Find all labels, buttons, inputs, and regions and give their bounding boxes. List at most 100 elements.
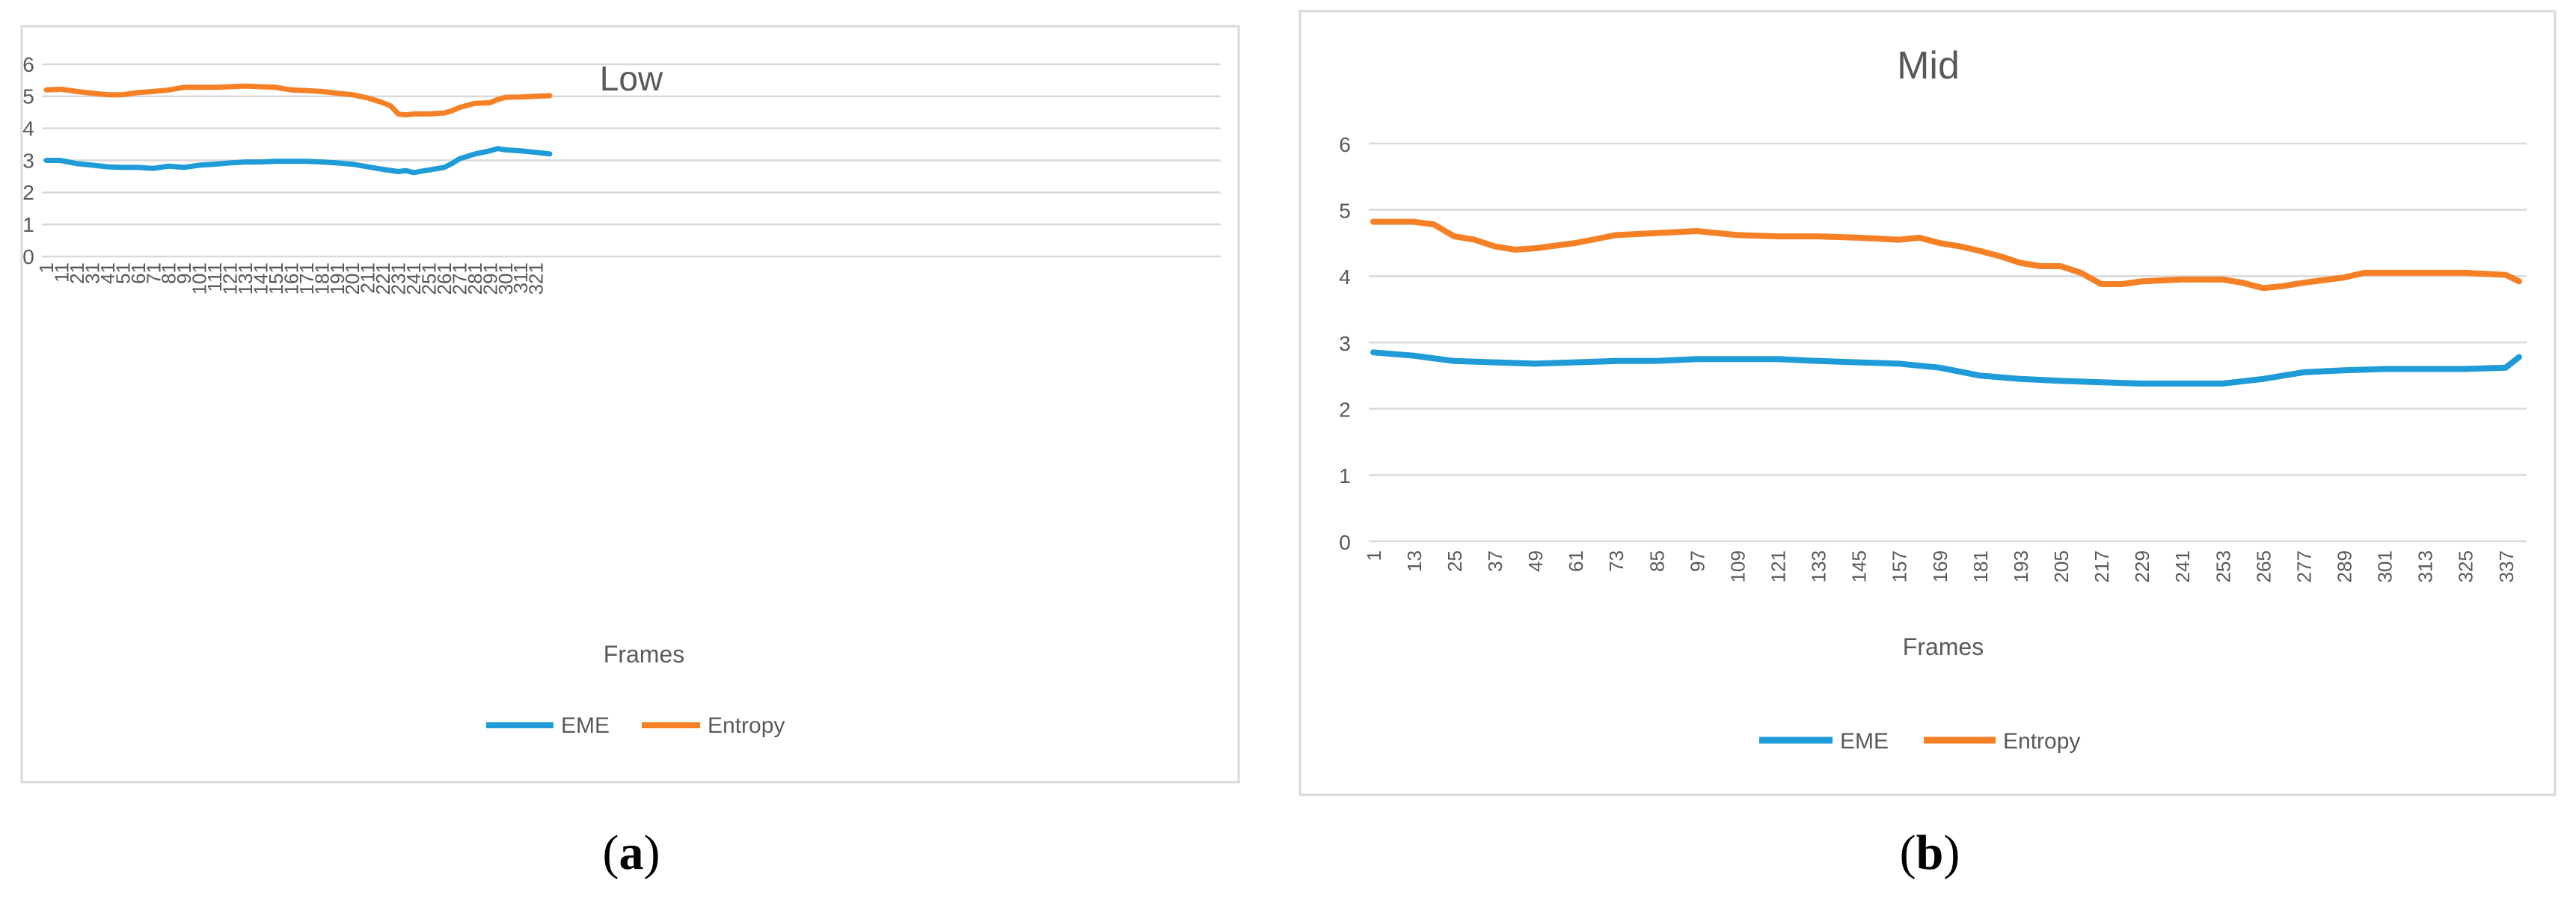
x-tick-label: 121	[219, 262, 242, 295]
y-tick-labels: 0 1 2 3 4 5 6	[22, 53, 34, 268]
y-tick-label: 2	[22, 181, 34, 204]
legend-label-eme: EME	[1840, 729, 1889, 754]
x-tick-label: 1	[1363, 550, 1385, 561]
series-group	[43, 83, 553, 176]
legend: EME Entropy	[486, 713, 785, 738]
x-axis-label: Frames	[604, 641, 684, 668]
x-tick-label: 253	[2212, 550, 2234, 582]
y-tick-label: 6	[22, 53, 34, 76]
y-tick-label: 5	[1339, 200, 1351, 223]
x-tick-label: 81	[158, 262, 180, 284]
x-tick-label: 265	[2252, 550, 2275, 582]
x-tick-label: 1	[35, 262, 58, 273]
series-group	[1370, 218, 2522, 387]
x-tick-label: 31	[81, 262, 103, 284]
x-tick-label: 157	[1889, 550, 1911, 582]
chart-title: Mid	[1897, 44, 1960, 87]
x-tick-label: 193	[2010, 550, 2032, 582]
x-tick-label: 277	[2293, 550, 2315, 582]
caption-letter: a	[619, 825, 644, 880]
x-tick-label: 13	[1403, 550, 1426, 572]
caption-a: (a)	[603, 825, 660, 880]
x-tick-label: 85	[1646, 550, 1668, 572]
y-tick-label: 1	[1339, 464, 1351, 488]
legend: EME Entropy	[1759, 729, 2080, 754]
x-tick-label: 171	[295, 262, 318, 295]
x-tick-label: 151	[265, 262, 287, 295]
y-tick-label: 3	[22, 149, 34, 172]
x-tick-label: 205	[2050, 550, 2073, 582]
x-axis-label: Frames	[1903, 633, 1984, 660]
series-line-entropy	[1370, 218, 2522, 292]
x-tick-label: 131	[234, 262, 257, 295]
caption-b: (b)	[1900, 825, 1960, 880]
x-tick-label: 261	[433, 262, 456, 295]
series-line-entropy	[43, 83, 553, 118]
x-tick-labels: 1 13 25 37 49 61 73 85 97 109 121 133 145 157 169 181 19…	[1363, 550, 2518, 582]
x-tick-label: 191	[326, 262, 349, 295]
x-tick-label: 289	[2333, 550, 2355, 582]
series-line-eme	[1370, 349, 2522, 387]
x-tick-label: 51	[111, 262, 134, 284]
x-tick-labels: 1112131415161718191101111121131141151161…	[35, 262, 548, 295]
x-tick-label: 241	[2171, 550, 2194, 582]
x-tick-label: 141	[249, 262, 272, 295]
y-tick-label: 3	[1339, 332, 1351, 355]
x-tick-label: 169	[1929, 550, 1951, 582]
chart-title: Low	[600, 59, 663, 98]
x-tick-label: 229	[2131, 550, 2153, 582]
x-tick-label: 41	[96, 262, 119, 284]
y-tick-labels: 0 1 2 3 4 5 6	[1339, 133, 1351, 554]
x-tick-label: 21	[66, 262, 88, 284]
y-tick-label: 4	[22, 117, 34, 140]
x-tick-label: 121	[1767, 550, 1790, 582]
x-tick-label: 281	[464, 262, 486, 295]
y-tick-label: 2	[1339, 399, 1351, 422]
x-tick-label: 111	[203, 262, 226, 292]
x-tick-label: 49	[1524, 550, 1547, 572]
caption-open: (	[603, 825, 619, 880]
x-tick-label: 71	[142, 262, 165, 284]
x-tick-label: 313	[2414, 550, 2437, 582]
x-tick-label: 241	[402, 262, 425, 295]
x-tick-label: 145	[1848, 550, 1871, 582]
x-tick-label: 301	[2374, 550, 2396, 582]
x-tick-label: 61	[127, 262, 150, 284]
x-tick-label: 231	[387, 262, 410, 295]
x-tick-label: 211	[357, 262, 379, 293]
y-tick-label: 5	[22, 85, 34, 108]
x-tick-label: 133	[1808, 550, 1830, 582]
chart-panel-mid: Mid 0 1 2 3 4 5 6 1 13 25 37 49 61 73 85 97 109 121 133 14…	[1298, 10, 2557, 796]
x-tick-label: 181	[1969, 550, 1992, 582]
y-tick-label: 0	[1339, 531, 1351, 554]
x-tick-label: 181	[310, 262, 333, 295]
x-tick-label: 321	[525, 262, 548, 295]
x-tick-label: 201	[341, 262, 364, 295]
x-tick-label: 25	[1444, 550, 1466, 572]
y-tick-label: 4	[1339, 265, 1351, 289]
y-tick-label: 0	[22, 245, 34, 268]
x-tick-label: 291	[479, 262, 501, 295]
x-tick-label: 301	[494, 262, 517, 295]
legend-label-eme: EME	[561, 713, 610, 738]
x-tick-label: 251	[417, 262, 440, 295]
chart-frame	[20, 25, 1240, 784]
x-tick-label: 61	[1565, 550, 1587, 572]
caption-close: )	[1943, 825, 1960, 880]
x-tick-label: 311	[509, 262, 532, 293]
chart-frame	[1298, 10, 2557, 796]
x-tick-label: 91	[173, 262, 195, 284]
x-tick-label: 161	[280, 262, 302, 295]
caption-letter: b	[1916, 825, 1944, 880]
x-tick-label: 325	[2455, 550, 2477, 582]
x-tick-label: 221	[372, 262, 394, 295]
y-tick-label: 6	[1339, 133, 1351, 156]
caption-close: )	[644, 825, 660, 880]
x-tick-label: 97	[1686, 550, 1708, 572]
series-line-eme	[43, 146, 553, 176]
legend-label-entropy: Entropy	[2003, 729, 2080, 754]
legend-label-entropy: Entropy	[708, 713, 785, 738]
x-tick-label: 101	[188, 262, 211, 295]
